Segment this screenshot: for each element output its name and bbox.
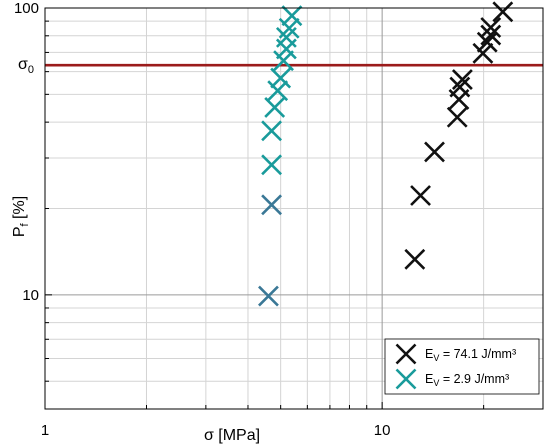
legend-label-black-main: E [425,347,433,361]
legend-entry-black: EV = 74.1 J/mm³ [395,343,516,365]
teal-series-point-stroke [270,67,292,89]
y-axis-label-main: P [11,226,28,237]
black-series-point [492,1,514,23]
black-series-point [451,69,473,90]
legend-label-teal: EV = 2.9 J/mm³ [425,372,509,388]
legend-label-teal-main: E [425,372,433,386]
black-series-point [480,24,502,46]
teal-series-point-stroke [261,120,283,142]
black-series-point-stroke [472,42,494,64]
black-series-point-stroke [492,1,514,23]
legend-entry-teal: EV = 2.9 J/mm³ [395,368,509,390]
black-series-point [404,248,426,270]
teal-series-point [261,194,283,216]
black-series-point-stroke [480,17,502,38]
x-tick-label: 10 [374,422,391,439]
teal-series-point [273,50,294,72]
sigma0-label: σ0 [18,56,34,76]
black-series-point-stroke [451,69,473,90]
legend-label-black-rest: = 74.1 J/mm³ [439,347,516,361]
black-series-point-stroke [404,248,426,270]
legend-label-teal-sub: V [433,378,439,388]
legend-label-teal-rest: = 2.9 J/mm³ [439,372,509,386]
data-points [258,1,514,307]
legend-cross-teal [395,368,417,390]
tick-marks [44,7,544,410]
black-series-point-stroke [410,185,431,206]
teal-series-point-stroke [278,17,300,39]
black-series-point-stroke [446,106,468,128]
teal-series-point-stroke [258,285,279,307]
legend-cross-black [395,343,417,365]
teal-series-point [261,120,283,142]
legend-label-black: EV = 74.1 J/mm³ [425,347,516,363]
teal-series-point-stroke [281,5,303,27]
x-tick-label: 1 [41,422,49,439]
sigma0-label-sub: 0 [28,64,34,76]
teal-series-point [270,67,292,89]
y-tick-label: 10 [22,287,39,304]
sigma0-label-main: σ [18,56,28,73]
black-series-point-stroke [449,76,471,98]
y-axis-label-sub: f [19,222,31,226]
black-series-point-stroke [480,24,502,46]
black-series-point [446,106,468,128]
teal-series-point [264,97,286,118]
legend: EV = 74.1 J/mm³ EV = 2.9 J/mm³ [384,338,540,395]
teal-series-point-stroke [264,97,286,118]
teal-series-point [261,154,283,176]
teal-series-point-stroke [273,50,294,72]
teal-series-point [258,285,279,307]
black-series-point [449,76,471,98]
y-axis-label: Pf [%] [11,196,31,237]
black-series-point [410,185,431,206]
teal-series-point-stroke [267,80,289,102]
teal-series-point [281,5,303,27]
teal-series-point-stroke [261,154,283,176]
legend-marker-black [395,343,417,365]
y-tick-label: 100 [14,0,39,17]
legend-label-black-sub: V [433,353,439,363]
tick-labels: 1 10 10 100 [14,0,391,439]
legend-cross-teal-stroke [395,368,417,390]
teal-series-point-stroke [261,194,283,216]
black-series-point [480,17,502,38]
teal-series-point [267,80,289,102]
black-series-point [424,141,445,163]
black-series-point-stroke [424,141,445,163]
teal-series-point [278,17,300,39]
legend-marker-teal [395,368,417,390]
black-series-point [472,42,494,64]
y-axis-label-rest: [%] [11,196,28,224]
x-axis-label: σ [MPa] [204,427,260,444]
legend-cross-black-stroke [395,343,417,365]
